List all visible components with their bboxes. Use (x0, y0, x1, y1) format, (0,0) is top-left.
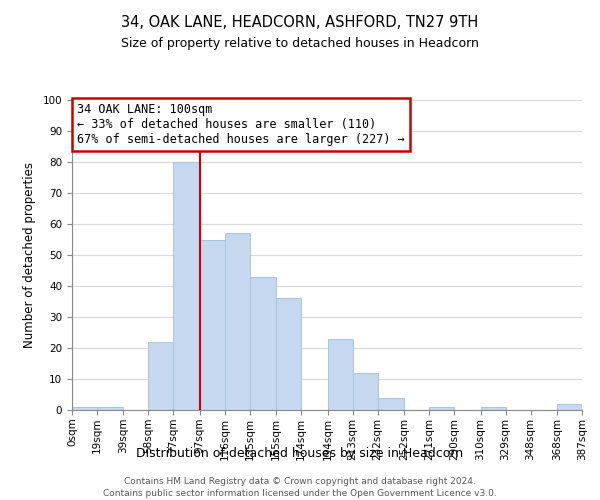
Bar (481, 407, 506, 410)
Text: Contains HM Land Registry data © Crown copyright and database right 2024.: Contains HM Land Registry data © Crown c… (124, 478, 476, 486)
Bar (173, 162, 200, 410)
Bar (148, 342, 173, 410)
Bar (328, 338, 353, 410)
Bar (378, 398, 404, 410)
Bar (72, 407, 97, 410)
Bar (429, 407, 454, 410)
Text: Contains public sector information licensed under the Open Government Licence v3: Contains public sector information licen… (103, 489, 497, 498)
Text: 34, OAK LANE, HEADCORN, ASHFORD, TN27 9TH: 34, OAK LANE, HEADCORN, ASHFORD, TN27 9T… (121, 15, 479, 30)
Text: 34 OAK LANE: 100sqm
← 33% of detached houses are smaller (110)
67% of semi-detac: 34 OAK LANE: 100sqm ← 33% of detached ho… (77, 103, 405, 146)
Y-axis label: Number of detached properties: Number of detached properties (23, 162, 36, 348)
Bar (97, 407, 124, 410)
Text: Distribution of detached houses by size in Headcorn: Distribution of detached houses by size … (136, 448, 464, 460)
Bar (353, 373, 378, 410)
Bar (276, 298, 301, 410)
Bar (250, 276, 276, 410)
Bar (557, 404, 582, 410)
Bar (200, 240, 225, 410)
Bar (225, 234, 250, 410)
Text: Size of property relative to detached houses in Headcorn: Size of property relative to detached ho… (121, 38, 479, 51)
